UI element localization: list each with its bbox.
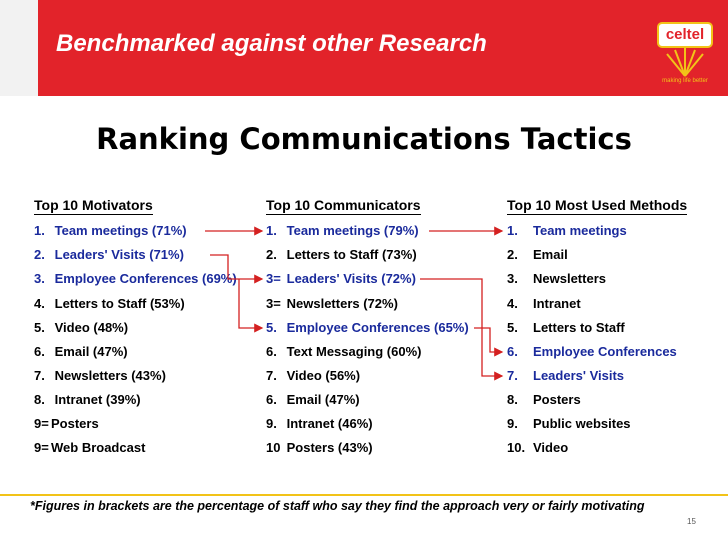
list-item: 8. Intranet (39%) [34,392,141,407]
list-item: 5. Letters to Staff [507,320,625,335]
list-item: 2. Email [507,247,568,262]
list-item: 6. Text Messaging (60%) [266,344,422,359]
list-item: 3= Newsletters (72%) [266,296,398,311]
list-item: 6. Employee Conferences [507,344,677,359]
list-item: 1. Team meetings [507,223,627,238]
header-bar: Benchmarked against other Research celte… [0,0,728,96]
arrow-employee-conferences-1 [238,279,264,333]
list-item: 3= Leaders' Visits (72%) [266,271,416,286]
header-title: Benchmarked against other Research [56,30,487,57]
list-item: 5. Video (48%) [34,320,129,335]
list-item: 8. Posters [507,392,581,407]
footer-divider [0,494,728,496]
page-number: 15 [687,517,696,526]
column-communicators: Top 10 Communicators [266,196,421,215]
column-motivators: Top 10 Motivators [34,196,153,215]
list-item: 10. Video [507,440,569,455]
list-item: 7. Leaders' Visits [507,368,625,383]
logo-wordmark: celtel [657,22,713,48]
list-item: 9. Intranet (46%) [266,416,373,431]
column-heading: Top 10 Most Used Methods [507,197,688,215]
list-item: 5. Employee Conferences (65%) [266,320,469,335]
list-item: 1. Team meetings (71%) [34,223,187,238]
list-item: 4. Intranet [507,296,581,311]
header-left-strip [0,0,38,96]
list-item: 2. Letters to Staff (73%) [266,247,417,262]
logo-sunburst-icon [666,48,704,77]
arrow-leaders-visits-1 [210,254,264,284]
celtel-logo: celtel making life better [657,22,713,86]
column-most-used-methods: Top 10 Most Used Methods [507,196,688,215]
list-item: 7. Video (56%) [266,368,361,383]
list-item: 3. Employee Conferences (69%) [34,271,237,286]
list-item: 6. Email (47%) [34,344,128,359]
logo-tagline: making life better [662,78,708,84]
list-item: 9= Web Broadcast [34,440,146,455]
list-item: 6. Email (47%) [266,392,360,407]
column-heading: Top 10 Motivators [34,197,153,215]
footnote: *Figures in brackets are the percentage … [30,499,645,513]
list-item: 3. Newsletters [507,271,606,286]
list-item: 7. Newsletters (43%) [34,368,166,383]
column-heading: Top 10 Communicators [266,197,421,215]
list-item: 9= Posters [34,416,99,431]
slide-title: Ranking Communications Tactics [96,122,632,156]
arrow-employee-conferences-2 [474,327,504,357]
list-item: 10 Posters (43%) [266,440,373,455]
list-item: 1. Team meetings (79%) [266,223,419,238]
list-item: 9. Public websites [507,416,631,431]
list-item: 2. Leaders' Visits (71%) [34,247,184,262]
list-item: 4. Letters to Staff (53%) [34,296,185,311]
